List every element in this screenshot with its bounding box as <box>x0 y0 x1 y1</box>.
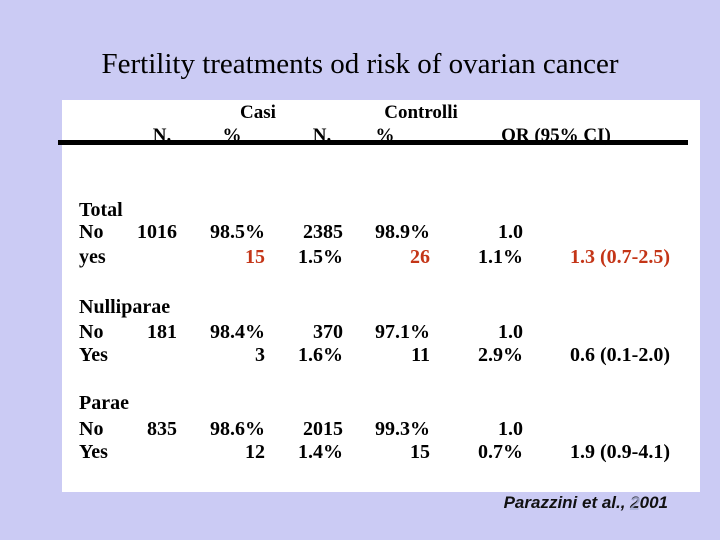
table-cell: 1.0 <box>498 418 523 440</box>
table-row: Yes 12 1.4% 15 0.7% 1.9 (0.9-4.1) <box>62 440 700 464</box>
table-cell: 835 <box>147 418 177 440</box>
table-row: No 1016 98.5% 2385 98.9% 1.0 <box>62 220 700 244</box>
table-cell: 1.1% <box>478 246 523 268</box>
table-row: yes 15 1.5% 26 1.1% 1.3 (0.7-2.5) <box>62 245 700 269</box>
slide-page-number: 2 <box>630 494 641 514</box>
table-cell: 15 <box>245 246 265 268</box>
table-cell: 1016 <box>137 221 177 243</box>
row-label: yes <box>79 246 106 268</box>
table-cell: 99.3% <box>375 418 430 440</box>
table-cell: 1.0 <box>498 321 523 343</box>
table-cell: 98.4% <box>210 321 265 343</box>
table-cell: 3 <box>255 344 265 366</box>
table-cell: 1.3 (0.7-2.5) <box>570 246 670 268</box>
row-label: No <box>79 418 104 440</box>
table-cell: 1.9 (0.9-4.1) <box>570 441 670 463</box>
table-cell: 0.7% <box>478 441 523 463</box>
section-label-total: Total <box>62 198 700 222</box>
section-label-text: Parae <box>79 392 129 414</box>
table-cell: 0.6 (0.1-2.0) <box>570 344 670 366</box>
table-row: No 835 98.6% 2015 99.3% 1.0 <box>62 417 700 441</box>
table-cell: 15 <box>410 441 430 463</box>
table-cell: 12 <box>245 441 265 463</box>
table-cell: 2015 <box>303 418 343 440</box>
table-cell: 26 <box>410 246 430 268</box>
table-divider-line <box>58 140 688 145</box>
table-cell: 98.6% <box>210 418 265 440</box>
table-cell: 1.6% <box>298 344 343 366</box>
section-label-nulliparae: Nulliparae <box>62 295 700 319</box>
table-cell: 11 <box>411 344 430 366</box>
citation: Parazzini et al., 2001 <box>503 493 668 512</box>
table-cell: 98.5% <box>210 221 265 243</box>
table-cell: 98.9% <box>375 221 430 243</box>
table-cell: 370 <box>313 321 343 343</box>
table-cell: 1.0 <box>498 221 523 243</box>
header-group-casi: Casi <box>240 102 276 123</box>
slide-title: Fertility treatments od risk of ovarian … <box>101 48 619 80</box>
header-group-controlli: Controlli <box>384 102 458 123</box>
table-row: Yes 3 1.6% 11 2.9% 0.6 (0.1-2.0) <box>62 343 700 367</box>
section-label-text: Total <box>79 199 123 221</box>
table-cell: 97.1% <box>375 321 430 343</box>
table-cell: 1.5% <box>298 246 343 268</box>
table-cell: 1.4% <box>298 441 343 463</box>
table-cell: 2.9% <box>478 344 523 366</box>
section-label-text: Nulliparae <box>79 296 171 318</box>
row-label: No <box>79 221 104 243</box>
row-label: Yes <box>79 441 108 463</box>
table-cell: 181 <box>147 321 177 343</box>
table-row: No 181 98.4% 370 97.1% 1.0 <box>62 320 700 344</box>
row-label: No <box>79 321 104 343</box>
table-cell: 2385 <box>303 221 343 243</box>
section-label-parae: Parae <box>62 391 700 415</box>
data-table-panel: Casi Controlli N. % N. % OR (95% CI) Tot… <box>62 100 700 492</box>
row-label: Yes <box>79 344 108 366</box>
